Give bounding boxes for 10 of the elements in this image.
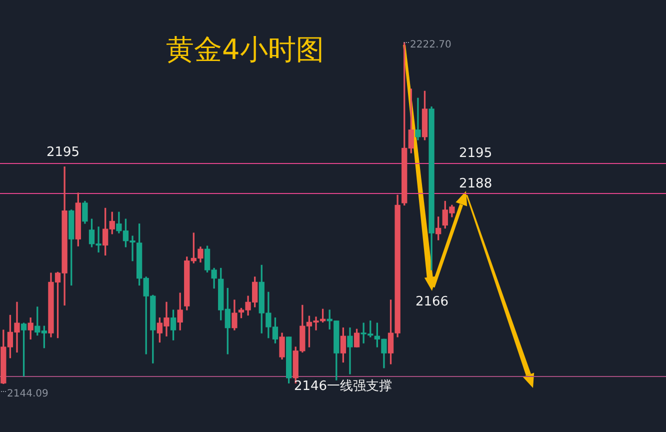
- ref-line-label: 2195: [459, 146, 492, 161]
- chart-title: 黄金4小时图: [166, 33, 324, 66]
- annotation: 2195: [46, 144, 80, 160]
- ref-line-label: 2146一线强支撑: [294, 379, 392, 394]
- ref-line-label: 2188: [459, 176, 492, 192]
- candlestick: [347, 328, 353, 374]
- candlestick: [415, 98, 421, 140]
- annotation: 2222.70: [410, 40, 452, 51]
- text: 2144.09: [7, 388, 48, 400]
- annotation: 2166: [415, 294, 449, 310]
